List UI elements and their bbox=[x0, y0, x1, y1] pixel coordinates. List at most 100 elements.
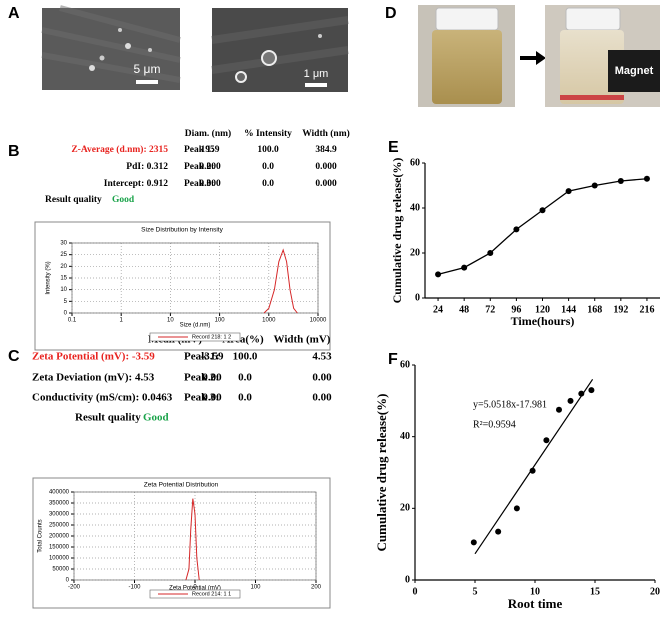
table-cell: 0.00 bbox=[202, 392, 222, 404]
data-line bbox=[437, 178, 647, 276]
photo bbox=[418, 5, 515, 107]
quality-label: Result quality bbox=[45, 195, 102, 205]
x-axis-label: Root time bbox=[508, 596, 563, 611]
x-tick-label: 20 bbox=[650, 586, 660, 597]
panel-label: D bbox=[385, 5, 397, 22]
data-point bbox=[461, 264, 468, 271]
x-tick-label: 100 bbox=[215, 318, 226, 324]
annotation: R²=0.9594 bbox=[473, 419, 516, 430]
y-tick-label: 40 bbox=[410, 202, 420, 213]
table-cell: 4.53 bbox=[312, 351, 332, 363]
table-cell: 0.000 bbox=[315, 162, 337, 172]
y-tick-label: 0 bbox=[405, 574, 410, 585]
y-tick-label: 300000 bbox=[49, 512, 70, 518]
y-axis-label: Total Counts bbox=[38, 519, 44, 552]
panel-label: B bbox=[8, 143, 20, 160]
panel-label: A bbox=[8, 5, 20, 22]
table-cell: PdI: 0.312 bbox=[126, 162, 168, 172]
y-tick-label: 5 bbox=[64, 299, 68, 305]
y-tick-label: 0 bbox=[64, 311, 68, 317]
table-cell: 1959 bbox=[201, 145, 220, 155]
data-point bbox=[617, 178, 624, 184]
table-cell: Z-Average (d.nm): 2315 bbox=[71, 144, 168, 155]
x-tick-label: 1000 bbox=[262, 318, 276, 324]
x-tick-label: 144 bbox=[561, 304, 576, 315]
table-cell: 0.0 bbox=[238, 392, 252, 404]
data-point bbox=[543, 437, 550, 444]
chart-box bbox=[34, 221, 331, 351]
sem-image bbox=[211, 8, 349, 92]
data-point bbox=[565, 188, 572, 195]
chart-title: Zeta Potential Distribution bbox=[144, 482, 219, 489]
photo bbox=[545, 5, 660, 107]
table-cell: Peak 3: bbox=[184, 392, 219, 404]
data-point bbox=[643, 175, 650, 182]
plot-frame bbox=[71, 242, 319, 314]
sem-image bbox=[41, 5, 181, 90]
table-header: % Intensity bbox=[244, 129, 292, 139]
table-cell: 0.000 bbox=[199, 162, 221, 172]
x-tick-label: 1 bbox=[120, 318, 124, 324]
table-cell: 0.00 bbox=[312, 392, 332, 404]
table-cell: 100.0 bbox=[257, 145, 279, 155]
table-cell: Peak 3: bbox=[184, 179, 214, 189]
y-tick-label: 60 bbox=[400, 359, 410, 370]
plot-frame bbox=[73, 491, 317, 581]
x-axis-label: Time(hours) bbox=[511, 314, 575, 328]
y-tick-label: 200000 bbox=[49, 534, 70, 540]
y-tick-label: 20 bbox=[410, 247, 420, 258]
quality-value: Good bbox=[143, 412, 169, 424]
y-tick-label: 50000 bbox=[52, 567, 69, 573]
data-line bbox=[263, 248, 298, 314]
y-tick-label: 350000 bbox=[49, 501, 70, 507]
data-line bbox=[185, 498, 200, 581]
table-cell: 0.0 bbox=[262, 179, 274, 189]
data-point bbox=[470, 539, 477, 546]
legend-box bbox=[149, 589, 241, 599]
x-tick-label: 100 bbox=[250, 585, 261, 591]
panel-label: E bbox=[388, 139, 399, 156]
table-header: Width (mV) bbox=[274, 334, 331, 346]
table-cell: 384.9 bbox=[315, 145, 337, 155]
data-point bbox=[495, 528, 502, 535]
legend-box bbox=[149, 332, 241, 342]
scale-bar-label: 5 μm bbox=[134, 62, 161, 76]
data-point bbox=[529, 467, 536, 474]
y-tick-label: 40 bbox=[400, 431, 410, 442]
y-tick-label: 60 bbox=[410, 157, 420, 168]
x-tick-label: 120 bbox=[535, 304, 550, 315]
y-tick-label: 150000 bbox=[49, 545, 70, 551]
table-cell: 0.000 bbox=[199, 179, 221, 189]
x-tick-label: 192 bbox=[613, 304, 628, 315]
x-tick-label: 216 bbox=[639, 304, 654, 315]
x-tick-label: 24 bbox=[433, 304, 443, 315]
data-point bbox=[591, 182, 598, 189]
y-axis-label: Intensity (%) bbox=[46, 261, 52, 294]
data-point bbox=[539, 207, 546, 214]
table-cell: Intercept: 0.912 bbox=[104, 179, 168, 189]
scale-bar-label: 1 μm bbox=[304, 68, 329, 80]
table-cell: 100.0 bbox=[233, 351, 258, 363]
x-tick-label: 15 bbox=[590, 586, 600, 597]
y-tick-label: 250000 bbox=[49, 523, 70, 529]
y-axis-label: Cumulative drug release(%) bbox=[374, 394, 389, 552]
arrow bbox=[520, 51, 546, 65]
table-cell: Peak 2: bbox=[184, 162, 214, 172]
data-point bbox=[578, 390, 585, 397]
x-tick-label: 200 bbox=[311, 585, 322, 591]
table-cell: Zeta Deviation (mV): 4.53 bbox=[32, 372, 155, 384]
x-tick-label: -200 bbox=[68, 585, 81, 591]
legend-label: Record 214: 1 1 bbox=[192, 591, 231, 597]
x-tick-label: 72 bbox=[485, 304, 495, 315]
y-tick-label: 100000 bbox=[49, 556, 70, 562]
x-axis-label: Size (d.nm) bbox=[180, 323, 211, 329]
chart-title: Size Distribution by Intensity bbox=[141, 227, 223, 234]
panel-label: F bbox=[388, 351, 398, 368]
x-tick-label: 10000 bbox=[310, 318, 327, 324]
data-point bbox=[567, 397, 574, 404]
data-point bbox=[513, 505, 520, 512]
y-tick-label: 15 bbox=[60, 276, 67, 282]
table-cell: 0.0 bbox=[238, 372, 252, 384]
data-point bbox=[588, 387, 595, 394]
